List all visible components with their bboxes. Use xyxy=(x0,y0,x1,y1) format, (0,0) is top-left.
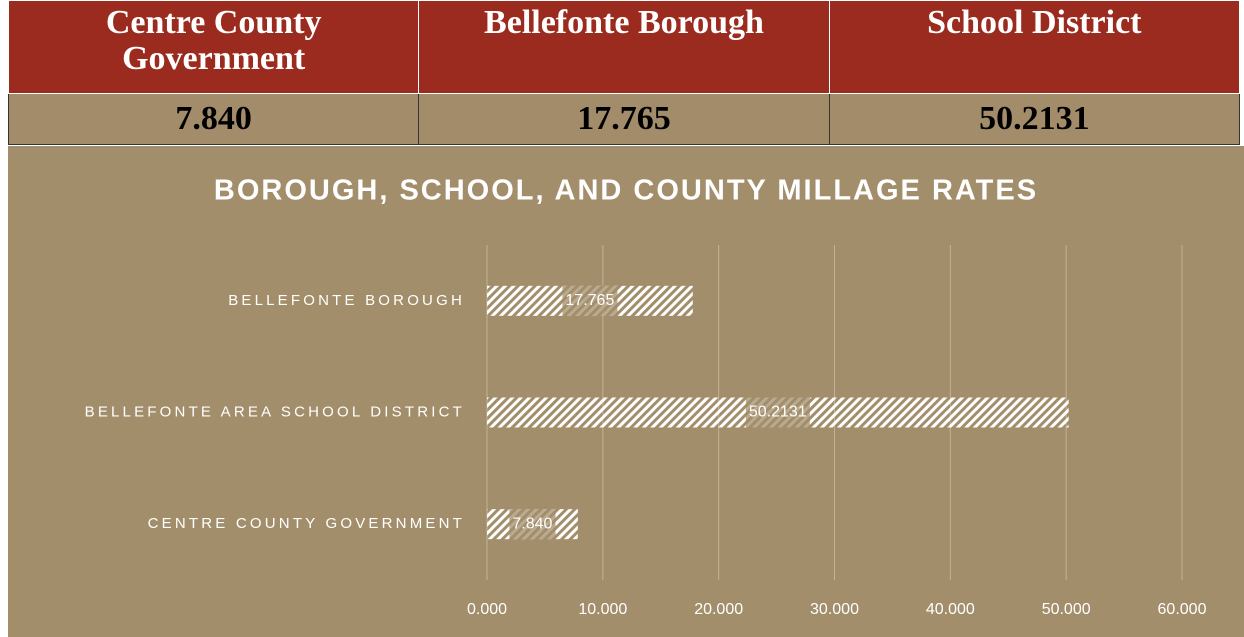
header-row: Centre County Government Bellefonte Boro… xyxy=(7,0,1241,94)
chart-title: BOROUGH, SCHOOL, AND COUNTY MILLAGE RATE… xyxy=(214,175,1038,207)
data-label: 17.765 xyxy=(565,292,614,309)
x-tick-label: 10.000 xyxy=(578,601,627,618)
chart-background xyxy=(8,146,1244,637)
value-cell: 17.765 xyxy=(418,93,830,145)
value-row: 7.840 17.765 50.2131 xyxy=(7,93,1241,145)
x-tick-label: 40.000 xyxy=(926,601,975,618)
data-label: 7.840 xyxy=(512,515,552,532)
data-label-background xyxy=(509,509,556,540)
y-tick-label: CENTRE COUNTY GOVERNMENT xyxy=(148,515,465,532)
header-cell: School District xyxy=(828,0,1241,94)
data-label: 50.2131 xyxy=(749,404,807,421)
y-tick-label: BELLEFONTE AREA SCHOOL DISTRICT xyxy=(85,403,465,420)
x-tick-label: 20.000 xyxy=(694,601,743,618)
value-cell: 7.840 xyxy=(7,93,420,145)
header-cell: Bellefonte Borough xyxy=(418,0,830,94)
x-tick-label: 60.000 xyxy=(1158,601,1207,618)
data-label-background xyxy=(562,285,618,316)
header-cell: Centre County Government xyxy=(7,0,420,94)
x-tick-label: 0.000 xyxy=(467,601,507,618)
data-label-background xyxy=(745,397,810,428)
value-cell: 50.2131 xyxy=(828,93,1241,145)
y-tick-label: BELLEFONTE BOROUGH xyxy=(228,292,465,309)
x-tick-label: 30.000 xyxy=(810,601,859,618)
x-tick-label: 50.000 xyxy=(1042,601,1091,618)
rates-table: Centre County Government Bellefonte Boro… xyxy=(7,0,1241,145)
